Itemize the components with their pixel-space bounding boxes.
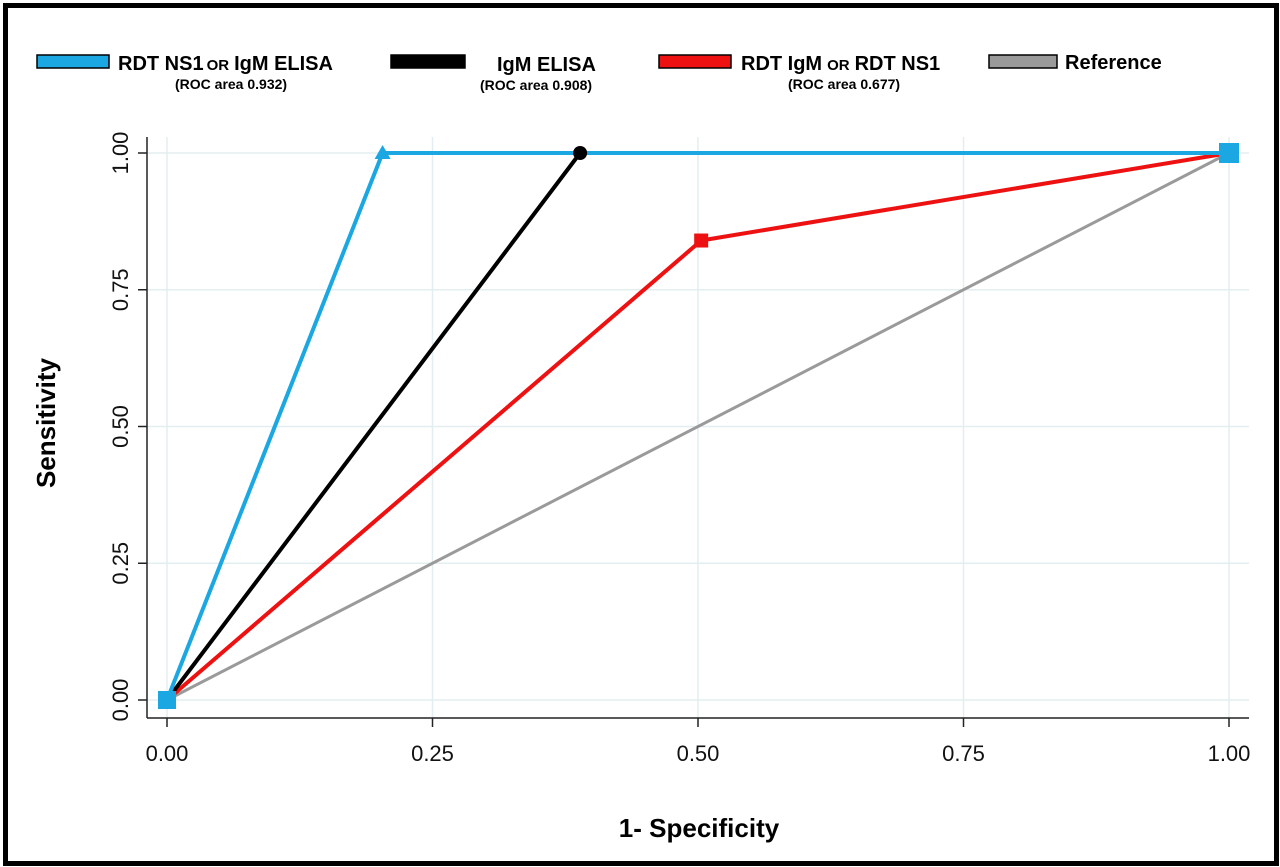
- x-axis-title: 1- Specificity: [619, 813, 780, 843]
- axes: 0.00 0.25 0.50 0.75 1.00 0.00 0.25 0.50 0.75 1.00: [108, 132, 1250, 766]
- marker-igm-elisa: [573, 146, 588, 160]
- y-axis-title: Sensitivity: [31, 357, 61, 488]
- legend-swatch-igm-elisa: [390, 54, 466, 69]
- legend-sub-rdt-ns1-or-igm-elisa: (ROC area 0.932): [175, 76, 287, 92]
- chart-frame: [3, 3, 1279, 866]
- y-tick-label-4: 1.00: [108, 132, 133, 175]
- y-tick-label-3: 0.75: [108, 268, 133, 311]
- marker-endpoint-origin: [158, 691, 176, 709]
- legend-label-igm-elisa: IgM ELISA: [497, 54, 596, 76]
- legend-swatch-rdt-igm-or-rdt-ns1: [658, 54, 732, 69]
- legend-label-rdt-ns1-or-igm-elisa: RDT NS1 OR IgM ELISA: [118, 53, 333, 75]
- legend-swatch-rdt-ns1-or-igm-elisa: [36, 54, 110, 69]
- marker-rdt-ns1-or-igm-elisa: [374, 145, 391, 159]
- x-tick-label-3: 0.75: [942, 741, 985, 766]
- series-line-reference: [166, 151, 1230, 702]
- x-tick-label-4: 1.00: [1208, 741, 1251, 766]
- x-tick-label-0: 0.00: [146, 741, 189, 766]
- y-tick-label-2: 0.50: [108, 405, 133, 448]
- x-tick-label-2: 0.50: [677, 741, 720, 766]
- legend-swatch-reference: [988, 54, 1058, 69]
- legend-label-rdt-igm-or-rdt-ns1: RDT IgM OR RDT NS1: [741, 53, 940, 75]
- x-tick-label-1: 0.25: [411, 741, 454, 766]
- legend-sub-igm-elisa: (ROC area 0.908): [480, 77, 592, 93]
- marker-endpoint-top-right: [1219, 143, 1239, 163]
- marker-rdt-igm-or-rdt-ns1: [694, 233, 709, 248]
- legend: RDT NS1 OR IgM ELISA (ROC area 0.932) IgM …: [36, 52, 1162, 93]
- legend-label-reference: Reference: [1065, 52, 1162, 74]
- markers: [158, 143, 1239, 709]
- y-tick-label-1: 0.25: [108, 542, 133, 585]
- legend-sub-rdt-igm-or-rdt-ns1: (ROC area 0.677): [788, 76, 900, 92]
- y-tick-label-0: 0.00: [108, 679, 133, 722]
